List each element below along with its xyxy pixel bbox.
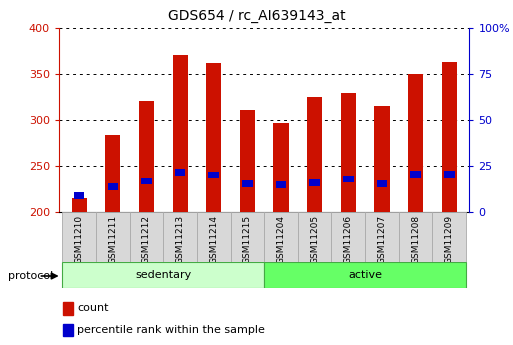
Text: GSM11209: GSM11209 bbox=[445, 215, 453, 264]
Bar bbox=[72, 198, 87, 212]
Bar bbox=[309, 179, 320, 186]
Text: GDS654 / rc_AI639143_at: GDS654 / rc_AI639143_at bbox=[168, 9, 345, 23]
FancyBboxPatch shape bbox=[63, 262, 264, 288]
FancyBboxPatch shape bbox=[197, 212, 230, 262]
Bar bbox=[139, 101, 154, 212]
FancyBboxPatch shape bbox=[399, 212, 432, 262]
Bar bbox=[341, 93, 356, 212]
FancyBboxPatch shape bbox=[264, 262, 466, 288]
Text: GSM11211: GSM11211 bbox=[108, 215, 117, 264]
Bar bbox=[442, 62, 457, 212]
Bar bbox=[307, 97, 322, 212]
Bar bbox=[105, 135, 121, 212]
FancyBboxPatch shape bbox=[230, 212, 264, 262]
Text: GSM11213: GSM11213 bbox=[175, 215, 185, 264]
FancyBboxPatch shape bbox=[264, 212, 298, 262]
Text: GSM11207: GSM11207 bbox=[378, 215, 386, 264]
Text: GSM11214: GSM11214 bbox=[209, 215, 218, 264]
Text: percentile rank within the sample: percentile rank within the sample bbox=[77, 325, 265, 335]
Bar bbox=[343, 176, 353, 182]
FancyBboxPatch shape bbox=[432, 212, 466, 262]
Bar bbox=[240, 110, 255, 212]
Text: count: count bbox=[77, 303, 109, 313]
Text: sedentary: sedentary bbox=[135, 270, 191, 280]
FancyBboxPatch shape bbox=[96, 212, 130, 262]
Bar bbox=[141, 178, 152, 184]
Text: active: active bbox=[348, 270, 382, 280]
Text: protocol: protocol bbox=[8, 271, 53, 281]
FancyBboxPatch shape bbox=[331, 212, 365, 262]
Bar bbox=[444, 171, 455, 178]
FancyBboxPatch shape bbox=[63, 212, 96, 262]
Bar bbox=[175, 169, 185, 176]
FancyBboxPatch shape bbox=[365, 212, 399, 262]
Bar bbox=[208, 172, 219, 178]
Bar bbox=[408, 74, 423, 212]
Bar bbox=[206, 63, 221, 212]
Bar bbox=[74, 192, 85, 199]
Bar bbox=[63, 324, 73, 336]
FancyBboxPatch shape bbox=[298, 212, 331, 262]
Text: GSM11208: GSM11208 bbox=[411, 215, 420, 264]
Text: GSM11212: GSM11212 bbox=[142, 215, 151, 264]
Bar bbox=[172, 55, 188, 212]
Bar bbox=[410, 171, 421, 178]
FancyBboxPatch shape bbox=[163, 212, 197, 262]
Bar bbox=[275, 181, 286, 188]
Bar bbox=[377, 180, 387, 187]
Bar bbox=[273, 123, 289, 212]
Text: GSM11204: GSM11204 bbox=[277, 215, 286, 264]
Text: GSM11215: GSM11215 bbox=[243, 215, 252, 264]
Text: GSM11206: GSM11206 bbox=[344, 215, 353, 264]
Bar bbox=[63, 302, 73, 315]
Bar bbox=[374, 106, 389, 212]
FancyBboxPatch shape bbox=[130, 212, 163, 262]
Text: GSM11210: GSM11210 bbox=[75, 215, 84, 264]
Bar bbox=[242, 180, 253, 187]
Bar bbox=[108, 183, 118, 189]
Text: GSM11205: GSM11205 bbox=[310, 215, 319, 264]
